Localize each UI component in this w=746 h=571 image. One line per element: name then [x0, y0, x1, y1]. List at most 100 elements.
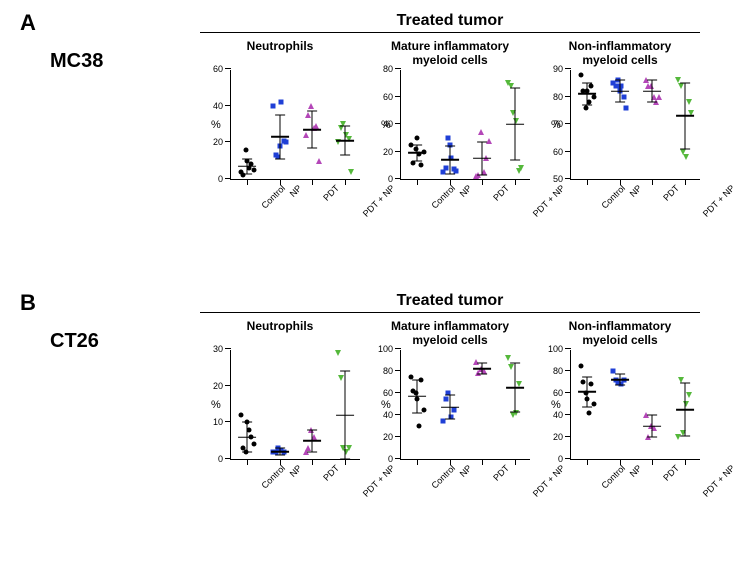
y-tick — [225, 458, 231, 459]
data-point — [338, 375, 344, 381]
y-tick-label: 0 — [388, 174, 393, 184]
x-tick — [280, 459, 281, 465]
error-bar — [312, 430, 313, 452]
panel-label-B: B — [20, 290, 36, 316]
x-tick-label: PDT — [662, 183, 682, 203]
error-bar — [652, 415, 653, 437]
chart-title: Neutrophils — [200, 40, 360, 70]
data-point — [505, 355, 511, 361]
y-tick-label: 0 — [218, 174, 223, 184]
data-point — [316, 158, 322, 164]
y-tick — [565, 178, 571, 179]
error-cap — [647, 437, 657, 438]
error-cap — [412, 144, 422, 145]
error-bar — [449, 146, 450, 174]
x-tick-label: PDT — [322, 183, 342, 203]
chart-title: Mature inflammatorymyeloid cells — [370, 320, 530, 350]
data-point — [270, 103, 276, 109]
data-point — [678, 83, 684, 89]
data-point — [278, 99, 284, 105]
y-tick-label: 40 — [213, 101, 223, 111]
plot-area: %020406080ControlNPPDTPDT + NP — [400, 70, 530, 180]
x-tick-label: Control — [600, 183, 628, 211]
error-cap — [647, 415, 657, 416]
y-tick — [565, 96, 571, 97]
y-axis-label: % — [551, 399, 561, 411]
panel-label-A: A — [20, 10, 36, 36]
y-tick-label: 10 — [213, 417, 223, 427]
data-point — [251, 441, 257, 447]
x-tick-label: PDT + NP — [361, 183, 397, 219]
x-tick — [620, 179, 621, 185]
error-bar — [587, 377, 588, 408]
y-tick — [395, 151, 401, 152]
data-point — [445, 135, 451, 141]
x-tick-label: Control — [260, 463, 288, 491]
cell-line-label-CT26: CT26 — [50, 330, 99, 353]
y-axis-label: % — [381, 399, 391, 411]
error-cap — [445, 146, 455, 147]
x-tick — [515, 179, 516, 185]
error-cap — [275, 448, 285, 449]
x-tick — [417, 179, 418, 185]
error-bar — [312, 111, 313, 148]
y-tick-label: 100 — [548, 344, 563, 354]
data-point — [346, 445, 352, 451]
data-point — [443, 396, 449, 402]
error-cap — [445, 173, 455, 174]
x-tick — [280, 179, 281, 185]
data-point — [335, 350, 341, 356]
chart-title: Neutrophils — [200, 320, 360, 350]
x-tick-label: PDT + NP — [701, 183, 737, 219]
y-tick-label: 20 — [383, 147, 393, 157]
y-tick — [395, 178, 401, 179]
y-tick — [395, 96, 401, 97]
x-tick-label: NP — [287, 463, 303, 479]
data-point — [303, 132, 309, 138]
error-bar — [417, 380, 418, 413]
x-tick-label: Control — [260, 183, 288, 211]
y-tick-label: 20 — [553, 432, 563, 442]
error-cap — [582, 407, 592, 408]
x-tick-label: PDT — [492, 463, 512, 483]
error-bar — [482, 142, 483, 175]
y-tick-label: 20 — [383, 432, 393, 442]
x-tick-label: PDT — [322, 463, 342, 483]
y-tick-label: 20 — [213, 381, 223, 391]
figure-root: { "layout": { "width": 746, "height": 57… — [0, 0, 746, 571]
error-cap — [582, 82, 592, 83]
data-point — [578, 363, 584, 369]
plot-area: %0102030ControlNPPDTPDT + NP — [230, 350, 360, 460]
error-cap — [275, 114, 285, 115]
plot-area: %5060708090ControlNPPDTPDT + NP — [570, 70, 700, 180]
x-tick-label: NP — [457, 463, 473, 479]
y-tick — [565, 123, 571, 124]
data-point — [418, 162, 424, 168]
chart-title: Non-inflammatorymyeloid cells — [540, 40, 700, 70]
error-cap — [510, 363, 520, 364]
y-tick — [565, 392, 571, 393]
error-cap — [582, 104, 592, 105]
error-cap — [615, 80, 625, 81]
error-cap — [412, 412, 422, 413]
y-tick-label: 40 — [553, 410, 563, 420]
y-axis-label: % — [211, 399, 221, 411]
error-bar — [619, 80, 620, 102]
error-cap — [242, 173, 252, 174]
y-tick — [395, 348, 401, 349]
error-cap — [680, 148, 690, 149]
x-tick-label: PDT — [662, 463, 682, 483]
data-point — [251, 167, 257, 173]
error-cap — [340, 459, 350, 460]
chart-title: Mature inflammatorymyeloid cells — [370, 40, 530, 70]
x-tick-label: NP — [627, 463, 643, 479]
y-tick-label: 60 — [553, 147, 563, 157]
error-bar — [652, 80, 653, 102]
error-cap — [510, 159, 520, 160]
chart-B-0: Neutrophils%0102030ControlNPPDTPDT + NP — [200, 320, 360, 460]
y-tick — [565, 348, 571, 349]
x-tick-label: Control — [600, 463, 628, 491]
cell-line-label-MC38: MC38 — [50, 50, 103, 73]
error-cap — [680, 82, 690, 83]
error-bar — [619, 374, 620, 385]
